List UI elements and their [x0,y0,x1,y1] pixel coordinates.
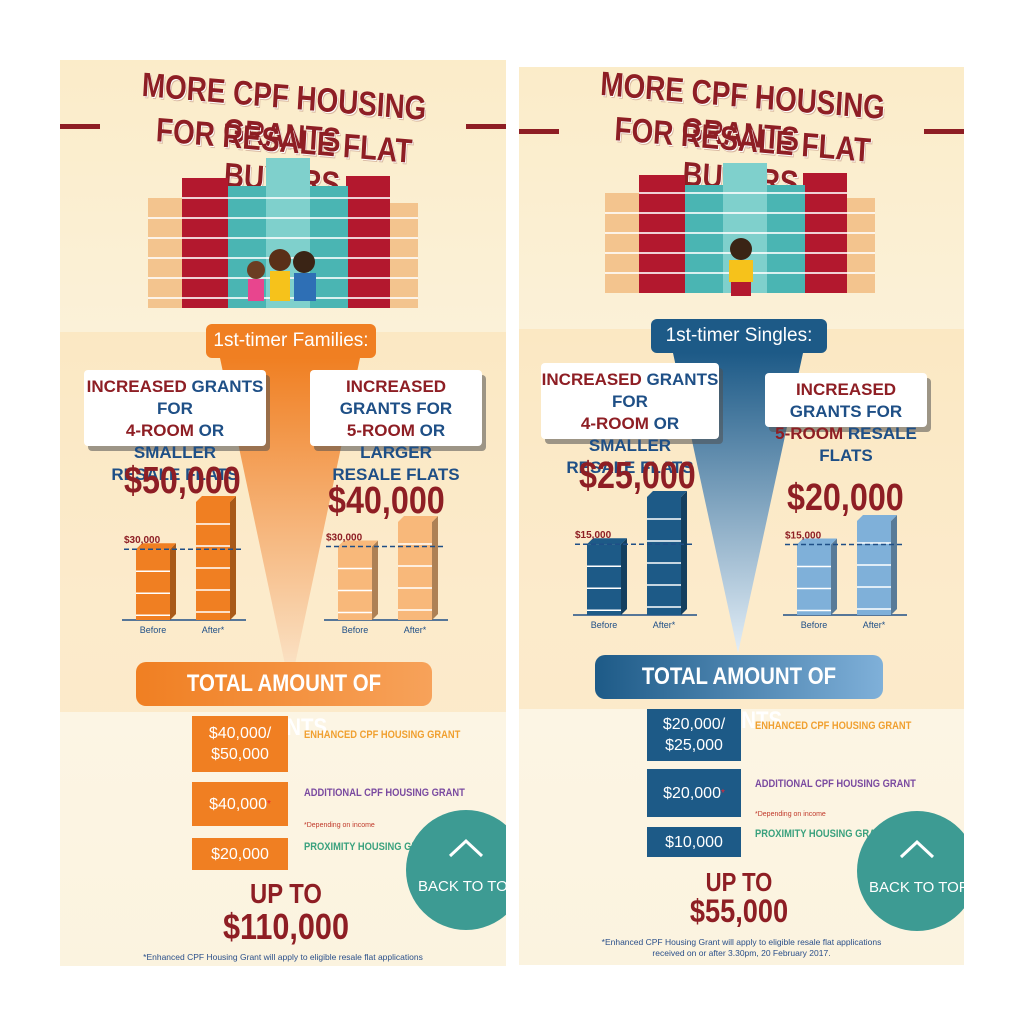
bar-chart-4-room-families: Before After* $30,000 [122,496,246,635]
bar-chart-5-room-singles: Before After* $15,000 [783,515,907,630]
chevron-up-icon [857,837,964,865]
grant-amount-enhanced: $20,000/ $25,000 [647,709,741,761]
card-word: GRANTS FOR [789,402,903,421]
grant-label-additional: ADDITIONAL CPF HOUSING GRANT [304,787,465,799]
card-word: INCREASED [86,377,187,396]
title-rule-left [519,129,559,134]
card-word: RESALE FLATS [819,424,917,465]
card-word: OR SMALLER [588,414,680,455]
bar-before [338,540,378,620]
grant-label-enhanced: ENHANCED CPF HOUSING GRANT [755,720,912,732]
card-4-room-or-smaller: INCREASED GRANTS FOR 4-ROOM OR SMALLER R… [84,370,266,484]
x-tick-label: Before [591,620,618,630]
hdb-buildings-illustration [605,163,875,296]
card-word: 5-ROOM [346,421,415,440]
total-grant-amount: $55,000 [689,893,789,929]
family-figures [247,249,316,301]
back-to-top-button[interactable]: BACK TO TOP [857,811,964,931]
footnote-line-1: *Enhanced CPF Housing Grant will apply t… [601,937,882,947]
x-tick-label: Before [342,625,369,635]
total-amount-banner: TOTAL AMOUNT OF GRANTS [595,655,883,734]
x-tick-label: Before [140,625,167,635]
up-to-label: UP TO [250,878,322,909]
card-word: OR SMALLER [133,421,225,462]
left-chart-big-value: $50,000 [124,460,241,502]
card-word: INCREASED [541,370,642,389]
back-to-top-label: BACK TO TO [418,878,506,895]
bar-after [857,515,897,615]
total-grant-amount: $110,000 [223,906,349,947]
asterisk-mark: * [720,787,725,799]
before-value-label: $30,000 [326,533,363,544]
chevron-up-icon [406,836,506,864]
families-infographic-panel: MORE CPF HOUSING GRANTS FOR RESALE FLAT … [60,60,506,966]
footnote: *Enhanced CPF Housing Grant will apply t… [143,952,423,962]
bar-chart-4-room-singles: Before After* $15,000 [573,491,697,630]
before-value-label: $15,000 [785,531,822,542]
bar-chart-5-room-families: Before After* $30,000 [324,516,448,635]
card-word: GRANTS FOR [339,399,453,418]
grant-amount-proximity: $10,000 [647,827,741,857]
bar-after [398,516,438,620]
grant-amount-additional-value: $20,000 [663,784,721,802]
card-word: RESALE FLATS [332,465,460,484]
income-note: *Depending on income [755,811,826,818]
x-tick-label: After* [202,625,225,635]
card-5-room-or-larger: INCREASED GRANTS FOR 5-ROOM OR LARGER RE… [310,370,482,484]
grant-label-enhanced: ENHANCED CPF HOUSING GRANT [304,729,461,741]
title-rule-right [924,129,964,134]
bar-before [587,538,627,615]
grant-amount-enhanced: $40,000/ $50,000 [192,716,288,772]
up-to-label: UP TO [705,867,773,897]
x-tick-label: After* [404,625,427,635]
right-chart-big-value: $40,000 [328,480,445,522]
card-word: 5-ROOM [775,424,844,443]
card-word: INCREASED [345,377,447,396]
card-word: GRANTS FOR [157,377,264,418]
card-word: GRANTS FOR [612,370,719,411]
card-word: 4-ROOM [125,421,194,440]
back-to-top-button[interactable]: BACK TO TO [406,810,506,930]
back-to-top-label: BACK TO TOP [869,879,964,896]
category-pill: 1st-timer Families: [206,324,376,358]
grant-label-proximity: PROXIMITY HOUSING GRANT [304,841,438,853]
grant-label-additional: ADDITIONAL CPF HOUSING GRANT [755,778,916,790]
bar-after [196,496,236,620]
category-pill: 1st-timer Singles: [651,319,827,353]
title-rule-left [60,124,100,129]
before-value-label: $15,000 [575,530,612,541]
single-figure [729,238,753,296]
before-value-label: $30,000 [124,535,161,546]
x-tick-label: After* [653,620,676,630]
card-word: OR LARGER [360,421,446,462]
footnote-line-2: received on or after 3.30pm, 20 February… [652,948,831,958]
bar-after [647,491,687,615]
bar-before [136,543,176,620]
x-tick-label: After* [863,620,886,630]
card-word: INCREASED [795,380,897,399]
income-note: *Depending on income [304,822,375,829]
card-word: 4-ROOM [580,414,649,433]
total-amount-banner: TOTAL AMOUNT OF GRANTS [136,662,432,741]
grant-amount-additional-value: $40,000 [209,795,267,813]
card-word: RESALE FLATS [111,465,239,484]
title-rule-right [466,124,506,129]
grant-amount-additional: $40,000 * [192,782,288,826]
singles-infographic-panel: MORE CPF HOUSING GRANTS FOR RESALE FLAT … [519,67,964,965]
asterisk-mark: * [266,798,271,810]
right-chart-big-value: $20,000 [787,477,904,519]
card-5-room: INCREASED GRANTS FOR 5-ROOM RESALE FLATS [765,373,927,465]
grant-amount-additional: $20,000 * [647,769,741,817]
hdb-buildings-illustration [148,158,418,308]
x-tick-label: Before [801,620,828,630]
grant-label-proximity: PROXIMITY HOUSING GRANT [755,828,889,840]
bar-before [797,538,837,615]
grant-amount-proximity: $20,000 [192,838,288,870]
left-chart-big-value: $25,000 [579,455,696,497]
card-4-room-or-smaller: INCREASED GRANTS FOR 4-ROOM OR SMALLER R… [541,363,719,477]
footnote: *Enhanced CPF Housing Grant will apply t… [519,937,964,959]
card-word: RESALE FLATS [566,458,694,477]
